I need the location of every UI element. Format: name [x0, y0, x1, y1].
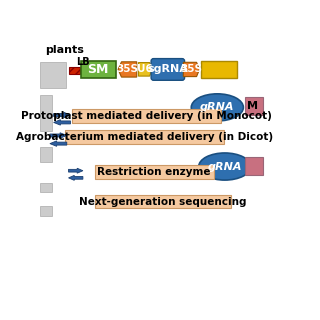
Polygon shape: [183, 62, 199, 76]
FancyBboxPatch shape: [151, 59, 185, 80]
Text: 35S: 35S: [116, 64, 139, 75]
Text: plants: plants: [45, 44, 84, 54]
Bar: [40, 147, 52, 162]
Bar: [40, 62, 66, 88]
Text: Agrobacterium mediated delivery (in Dicot): Agrobacterium mediated delivery (in Dico…: [16, 132, 273, 142]
Text: U6: U6: [137, 64, 153, 74]
Bar: [201, 61, 237, 78]
Polygon shape: [54, 120, 70, 125]
Text: gRNA: gRNA: [207, 162, 242, 172]
Text: gRNA: gRNA: [200, 102, 235, 112]
Polygon shape: [50, 141, 67, 146]
Text: Restriction enzyme: Restriction enzyme: [97, 167, 211, 177]
Polygon shape: [118, 62, 137, 77]
Text: M: M: [247, 101, 258, 111]
Text: sgRNA: sgRNA: [148, 64, 188, 75]
Bar: [65, 130, 223, 144]
Polygon shape: [50, 133, 67, 138]
Bar: [81, 61, 116, 78]
Polygon shape: [68, 175, 83, 180]
Bar: [244, 97, 263, 115]
Polygon shape: [54, 112, 70, 118]
Bar: [95, 195, 231, 208]
Bar: [40, 182, 52, 192]
Ellipse shape: [191, 94, 243, 121]
Text: Protoplast mediated delivery (in Monocot): Protoplast mediated delivery (in Monocot…: [21, 111, 272, 121]
Text: SM: SM: [88, 63, 109, 76]
Bar: [244, 157, 263, 175]
Ellipse shape: [199, 153, 251, 180]
Bar: [95, 165, 214, 179]
Text: LB: LB: [76, 57, 90, 67]
Text: 35S: 35S: [180, 64, 203, 75]
Bar: [40, 95, 52, 131]
Bar: [68, 67, 80, 74]
Bar: [72, 108, 221, 124]
Polygon shape: [139, 62, 152, 76]
Text: Next-generation sequencing: Next-generation sequencing: [79, 196, 246, 207]
Bar: [40, 206, 52, 216]
Polygon shape: [68, 168, 83, 173]
